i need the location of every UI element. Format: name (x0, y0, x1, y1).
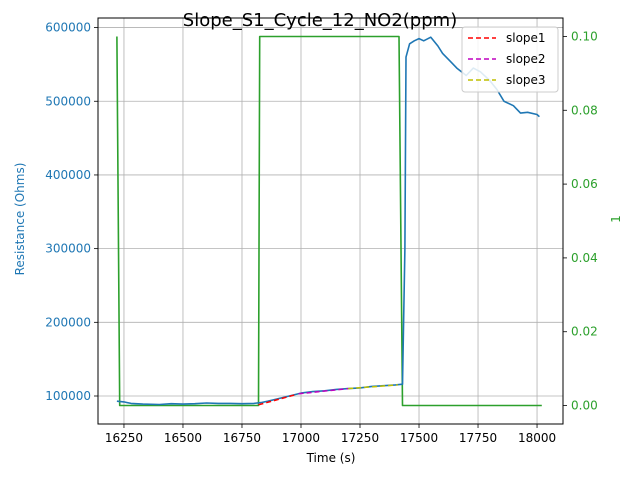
y-tick-label: 300000 (45, 242, 91, 256)
legend: slope1 slope2 slope3 (461, 26, 559, 93)
y2-tick-label: 0.08 (571, 103, 598, 117)
y2-axis-ticks: 0.00 0.02 0.04 0.06 0.08 0.10 (563, 29, 598, 413)
x-tick-label: 18000 (518, 431, 556, 445)
x-tick-label: 17500 (400, 431, 438, 445)
y2-tick-label: 0.00 (571, 399, 598, 413)
x-tick-label: 17250 (341, 431, 379, 445)
x-tick-label: 16500 (164, 431, 202, 445)
y2-tick-label: 0.04 (571, 251, 598, 265)
y2-tick-label: 0.06 (571, 177, 598, 191)
y-axis-label: Resistance (Ohms) (13, 163, 27, 276)
legend-label-slope3: slope3 (506, 73, 546, 87)
x-axis-ticks: 16250 16500 16750 17000 17250 17500 17750 18000 (105, 424, 556, 445)
y-tick-label: 100000 (45, 389, 91, 403)
y-tick-label: 600000 (45, 21, 91, 35)
x-tick-label: 17000 (282, 431, 320, 445)
y2-tick-label: 0.02 (571, 325, 598, 339)
x-tick-label: 17750 (459, 431, 497, 445)
legend-label-slope1: slope1 (506, 31, 546, 45)
series-line-slope2 (298, 387, 349, 395)
x-axis-label: Time (s) (306, 451, 356, 465)
x-tick-label: 16250 (105, 431, 143, 445)
y-tick-label: 400000 (45, 168, 91, 182)
series-line-slope1 (258, 393, 297, 406)
series-line-gas (116, 35, 542, 407)
y2-axis-label: 1 (609, 215, 623, 223)
y-axis-ticks: 100000 200000 300000 400000 500000 600000 (45, 21, 98, 403)
y-tick-label: 500000 (45, 94, 91, 108)
y2-tick-label: 0.10 (571, 29, 598, 43)
series-line-slope3 (348, 384, 398, 390)
y-tick-label: 200000 (45, 315, 91, 329)
plot-frame (97, 17, 564, 425)
x-tick-label: 16750 (223, 431, 261, 445)
legend-label-slope2: slope2 (506, 52, 546, 66)
legend-box (461, 26, 559, 93)
chart-title: Slope_S1_Cycle_12_NO2(ppm) (183, 10, 457, 31)
